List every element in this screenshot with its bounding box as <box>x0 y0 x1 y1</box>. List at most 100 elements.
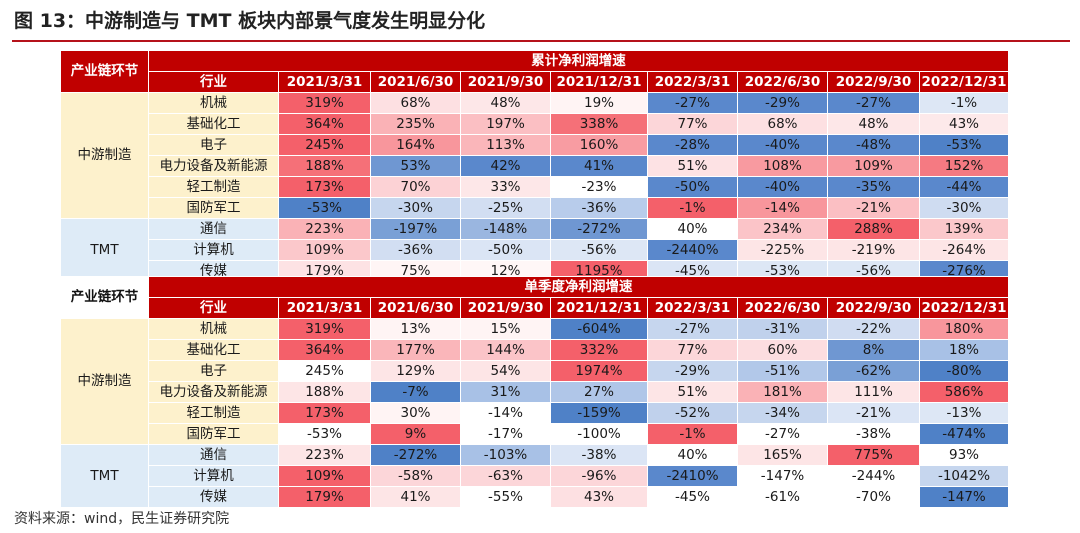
industry-label: 电子 <box>148 134 279 156</box>
industry-label: 电力设备及新能源 <box>148 155 279 177</box>
chain-group-label: 中游制造 <box>60 92 149 219</box>
date-column-header: 2021/12/31 <box>550 297 648 319</box>
value-cell: -604% <box>550 318 648 340</box>
table-row: 计算机 109% -58% -63% -96% -2410% -147% -244% -1042… <box>61 465 1009 487</box>
table-row: 电子 245% 164% 113% 160% -28% -40% -48% -53% <box>61 134 1009 156</box>
value-cell: -225% <box>737 239 828 261</box>
value-cell: 181% <box>737 381 828 403</box>
section-title: 单季度净利润增速 <box>148 276 1009 298</box>
value-cell: 15% <box>460 318 551 340</box>
date-column-header: 2021/6/30 <box>370 71 461 93</box>
date-column-header: 2022/12/31 <box>919 297 1009 319</box>
date-column-header: 2021/6/30 <box>370 297 461 319</box>
value-cell: 160% <box>550 134 648 156</box>
value-cell: 48% <box>460 92 551 114</box>
value-cell: 13% <box>370 318 461 340</box>
value-cell: -27% <box>827 92 920 114</box>
value-cell: -1% <box>647 423 738 445</box>
value-cell: -53% <box>278 423 371 445</box>
value-cell: -25% <box>460 197 551 219</box>
date-column-header: 2022/6/30 <box>737 297 828 319</box>
value-cell: 9% <box>370 423 461 445</box>
date-column-header: 2022/12/31 <box>919 71 1009 93</box>
value-cell: -1042% <box>919 465 1009 487</box>
value-cell: 53% <box>370 155 461 177</box>
source-note: 资料来源：wind，民生证券研究院 <box>14 511 230 527</box>
value-cell: 319% <box>278 92 371 114</box>
value-cell: -13% <box>919 402 1009 424</box>
date-column-header: 2022/3/31 <box>647 297 738 319</box>
value-cell: 108% <box>737 155 828 177</box>
value-cell: -28% <box>647 134 738 156</box>
industry-label: 基础化工 <box>148 113 279 135</box>
industry-column-header: 行业 <box>148 71 279 93</box>
industry-label: 电力设备及新能源 <box>148 381 279 403</box>
value-cell: -48% <box>827 134 920 156</box>
date-column-header: 2021/3/31 <box>278 71 371 93</box>
industry-label: 国防军工 <box>148 423 279 445</box>
value-cell: -53% <box>278 197 371 219</box>
value-cell: 139% <box>919 218 1009 240</box>
title-underline <box>12 40 1070 42</box>
value-cell: 152% <box>919 155 1009 177</box>
section-title: 累计净利润增速 <box>148 50 1009 72</box>
industry-label: 传媒 <box>148 486 279 508</box>
date-column-header: 2022/3/31 <box>647 71 738 93</box>
table-row: 基础化工 364% 177% 144% 332% 77% 60% 8% 18% <box>61 339 1009 361</box>
value-cell: -52% <box>647 402 738 424</box>
value-cell: 288% <box>827 218 920 240</box>
value-cell: -38% <box>550 444 648 466</box>
value-cell: 51% <box>647 381 738 403</box>
value-cell: 235% <box>370 113 461 135</box>
value-cell: -23% <box>550 176 648 198</box>
value-cell: -62% <box>827 360 920 382</box>
industry-label: 国防军工 <box>148 197 279 219</box>
value-cell: -272% <box>550 218 648 240</box>
table-row: 传媒 179% 41% -55% 43% -45% -61% -70% -147% <box>61 486 1009 508</box>
value-cell: -96% <box>550 465 648 487</box>
value-cell: -31% <box>737 318 828 340</box>
value-cell: -58% <box>370 465 461 487</box>
value-cell: 223% <box>278 218 371 240</box>
industry-label: 轻工制造 <box>148 176 279 198</box>
industry-label: 机械 <box>148 318 279 340</box>
value-cell: -36% <box>550 197 648 219</box>
value-cell: -148% <box>460 218 551 240</box>
value-cell: 364% <box>278 339 371 361</box>
value-cell: -2440% <box>647 239 738 261</box>
value-cell: -272% <box>370 444 461 466</box>
value-cell: 319% <box>278 318 371 340</box>
value-cell: 93% <box>919 444 1009 466</box>
value-cell: -1% <box>919 92 1009 114</box>
value-cell: -53% <box>919 134 1009 156</box>
value-cell: 77% <box>647 113 738 135</box>
value-cell: 586% <box>919 381 1009 403</box>
value-cell: 31% <box>460 381 551 403</box>
value-cell: 775% <box>827 444 920 466</box>
value-cell: -80% <box>919 360 1009 382</box>
industry-label: 通信 <box>148 218 279 240</box>
value-cell: 245% <box>278 134 371 156</box>
value-cell: 1974% <box>550 360 648 382</box>
value-cell: -264% <box>919 239 1009 261</box>
value-cell: -30% <box>919 197 1009 219</box>
value-cell: 165% <box>737 444 828 466</box>
value-cell: 8% <box>827 339 920 361</box>
table-row: 中游制造 机械 319% 68% 48% 19% -27% -29% -27% -1% <box>60 92 1009 219</box>
value-cell: 129% <box>370 360 461 382</box>
value-cell: -55% <box>460 486 551 508</box>
cumulative-growth-table: 产业链环节 累计净利润增速 行业 2021/3/31 2021/6/30 2021/9/3… <box>60 50 1009 282</box>
date-column-header: 2021/9/30 <box>460 297 551 319</box>
value-cell: 245% <box>278 360 371 382</box>
value-cell: 109% <box>278 465 371 487</box>
table-row: 电子 245% 129% 54% 1974% -29% -51% -62% -80% <box>61 360 1009 382</box>
value-cell: -2410% <box>647 465 738 487</box>
industry-label: 轻工制造 <box>148 402 279 424</box>
value-cell: -40% <box>737 134 828 156</box>
value-cell: 70% <box>370 176 461 198</box>
table-row: 国防军工 -53% -30% -25% -36% -1% -14% -21% -30% <box>61 197 1009 219</box>
value-cell: 164% <box>370 134 461 156</box>
value-cell: -21% <box>827 402 920 424</box>
chain-column-header: 产业链环节 <box>60 50 149 93</box>
value-cell: 223% <box>278 444 371 466</box>
